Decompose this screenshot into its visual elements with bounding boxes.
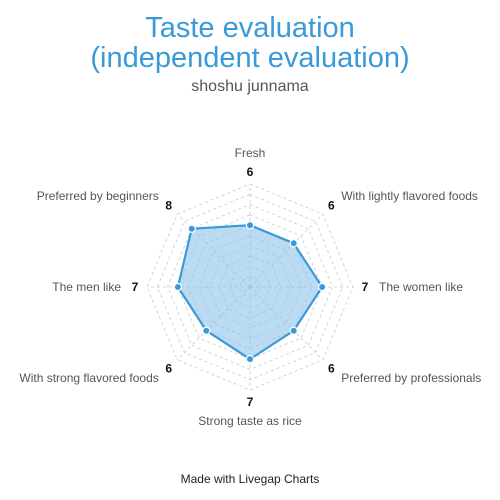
footer-credit: Made with Livegap Charts bbox=[180, 472, 320, 486]
axis-label: Preferred by professionals bbox=[341, 371, 481, 385]
value-label: 6 bbox=[328, 199, 335, 213]
value-label: 7 bbox=[247, 395, 254, 409]
value-label: 6 bbox=[247, 165, 254, 179]
axis-label: With strong flavored foods bbox=[19, 371, 158, 385]
grid-spoke bbox=[249, 286, 324, 361]
value-label: 8 bbox=[165, 199, 172, 213]
axis-label: With lightly flavored foods bbox=[341, 189, 478, 203]
value-label: 6 bbox=[328, 361, 335, 375]
value-label: 7 bbox=[362, 280, 369, 294]
axis-label: Strong taste as rice bbox=[198, 414, 302, 428]
data-point bbox=[289, 239, 298, 248]
grid-spoke bbox=[249, 213, 324, 288]
chart-title-line-1: Taste evaluation bbox=[145, 12, 355, 44]
chart-subtitle: shoshu junnama bbox=[191, 78, 309, 95]
axis-label: Preferred by beginners bbox=[37, 189, 159, 203]
chart-title: Taste evaluation (independent evaluation… bbox=[0, 13, 500, 73]
series-area bbox=[176, 224, 324, 361]
data-point bbox=[245, 354, 255, 364]
axis-label: The women like bbox=[379, 280, 463, 294]
data-point bbox=[245, 220, 255, 230]
chart-title-line-2: (independent evaluation) bbox=[90, 42, 410, 74]
grid-ring bbox=[167, 204, 333, 370]
grid-spoke bbox=[176, 286, 251, 361]
axis-label: Fresh bbox=[235, 146, 266, 160]
value-label: 6 bbox=[165, 361, 172, 375]
data-point bbox=[289, 326, 298, 335]
data-point bbox=[173, 282, 183, 292]
axis-label: The men like bbox=[52, 280, 121, 294]
data-point bbox=[317, 282, 327, 292]
data-point bbox=[202, 326, 211, 335]
data-point bbox=[187, 224, 196, 233]
value-label: 7 bbox=[132, 280, 139, 294]
